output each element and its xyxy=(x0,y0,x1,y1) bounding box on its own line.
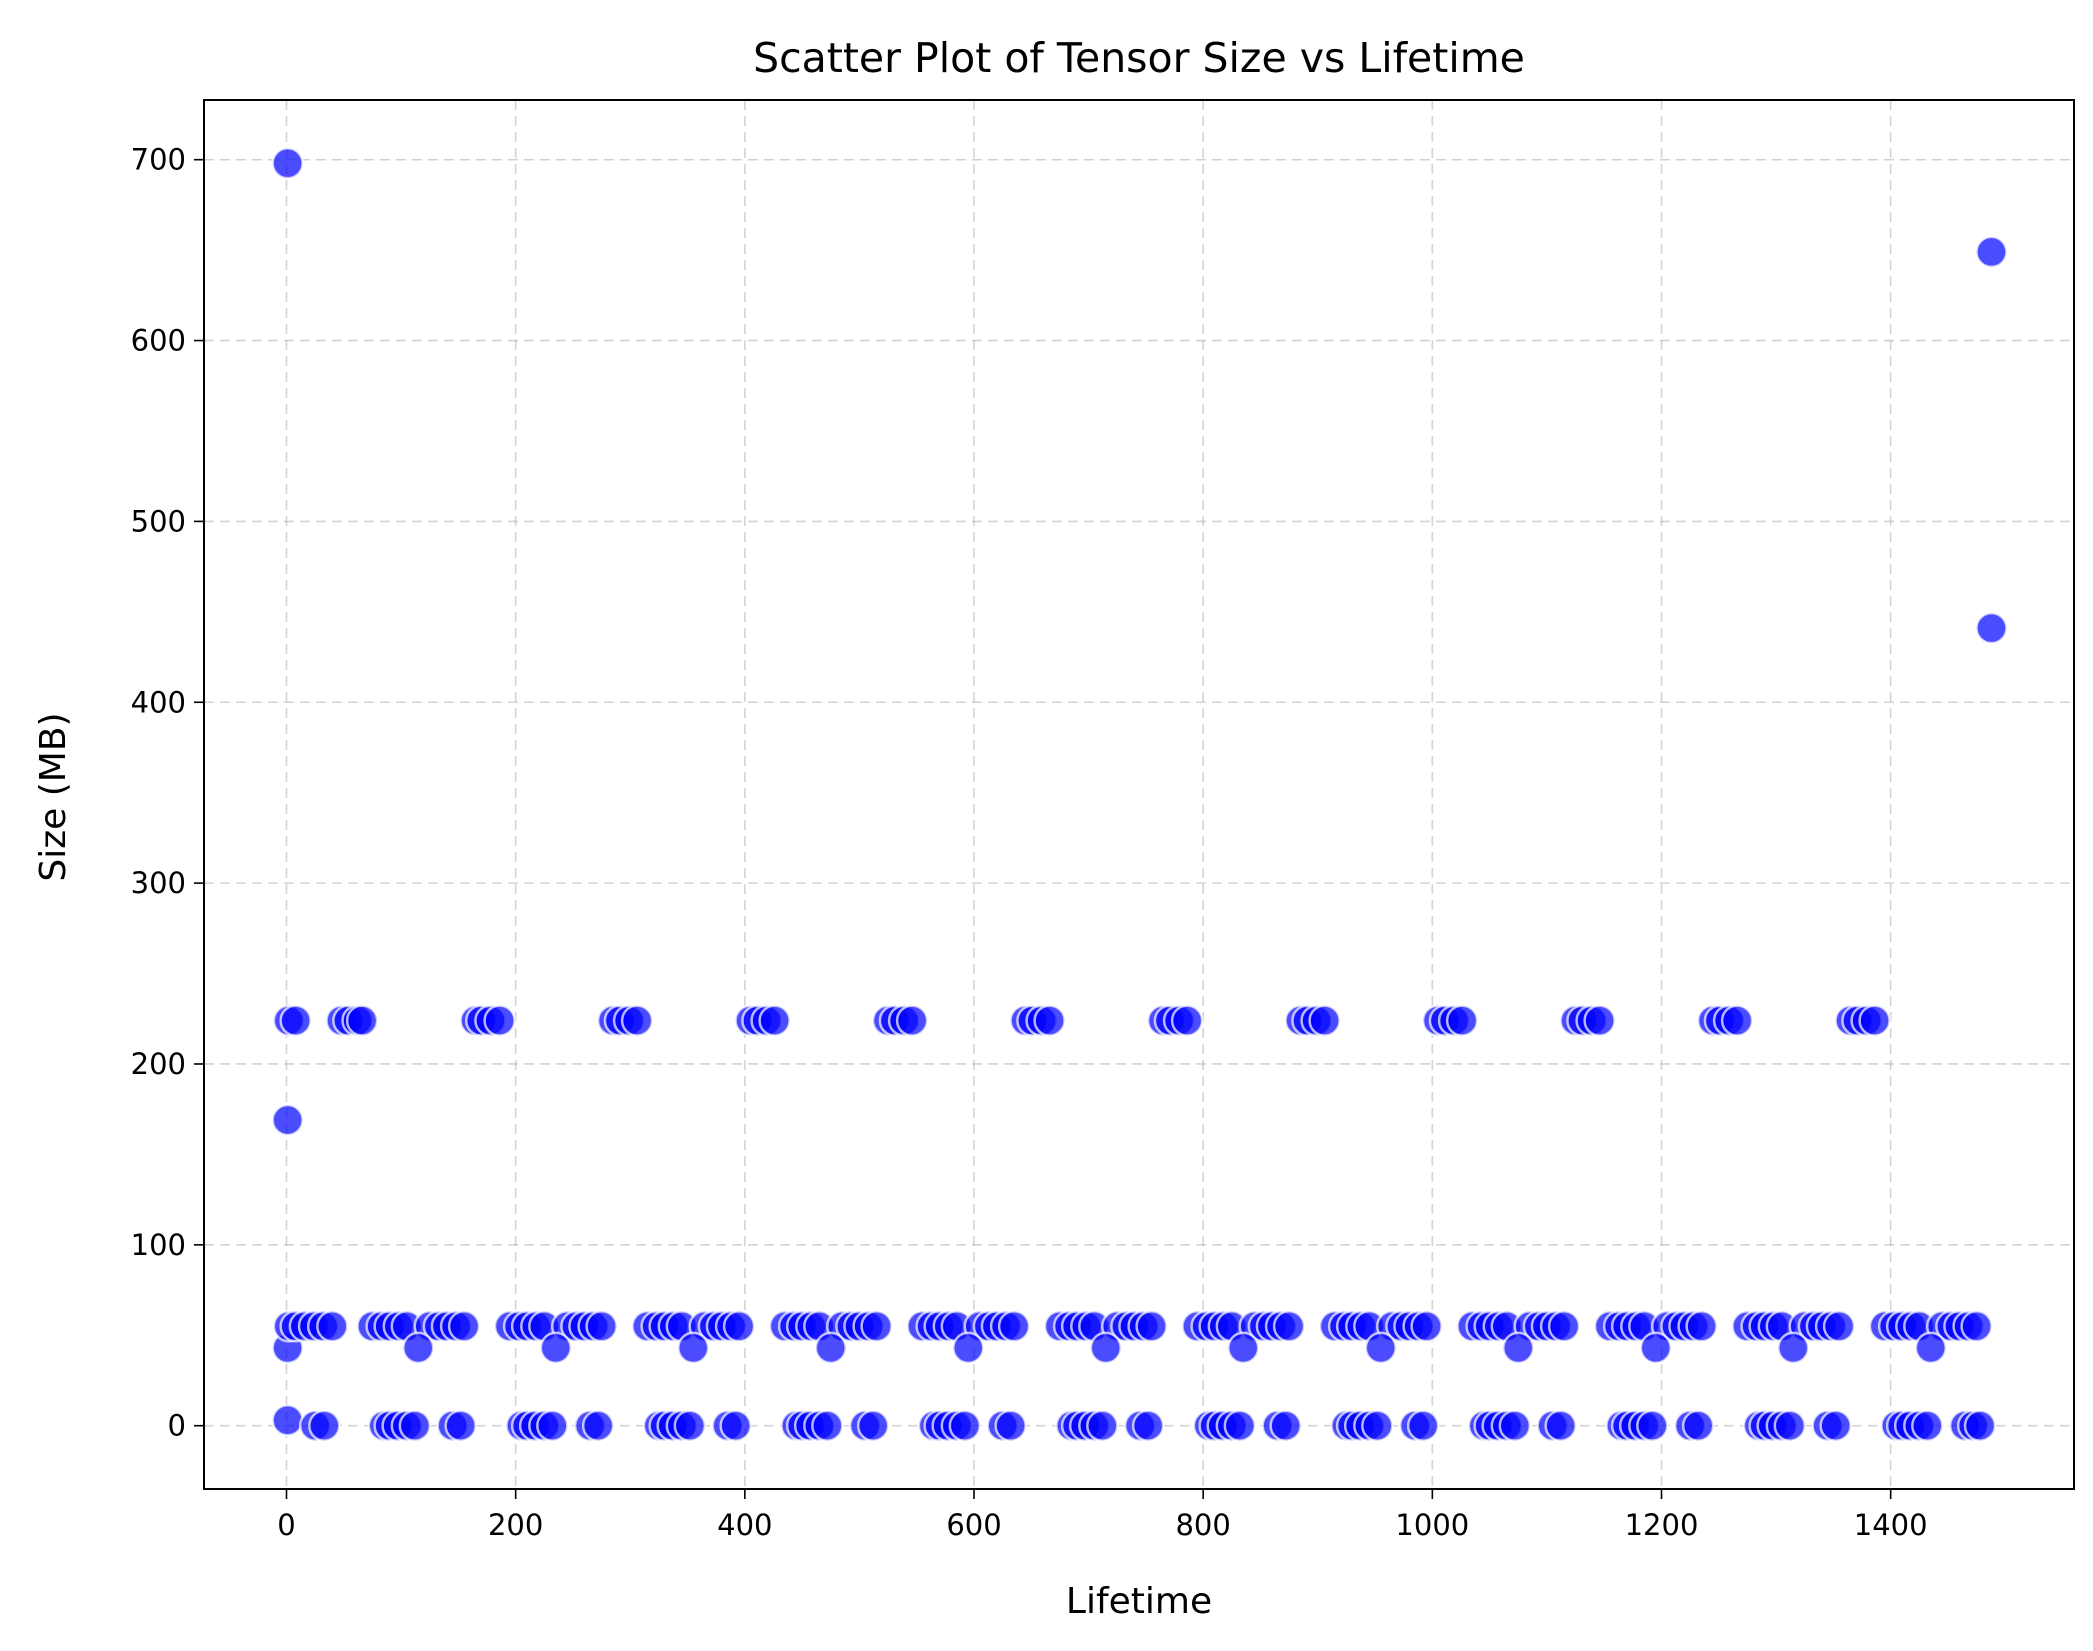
data-point xyxy=(811,1409,844,1442)
data-points xyxy=(271,147,2008,1442)
data-point xyxy=(895,1004,929,1037)
data-point xyxy=(536,1409,569,1442)
data-point xyxy=(279,1004,312,1037)
data-point xyxy=(271,1404,304,1437)
chart-title: Scatter Plot of Tensor Size vs Lifetime xyxy=(753,34,1525,82)
x-tick-label: 800 xyxy=(1175,1508,1230,1542)
data-point xyxy=(1308,1004,1341,1037)
data-point xyxy=(1963,1409,1997,1442)
data-point xyxy=(673,1409,707,1442)
data-point xyxy=(1502,1331,1535,1365)
data-point xyxy=(814,1331,848,1365)
data-point xyxy=(1636,1409,1669,1442)
data-point xyxy=(1086,1409,1119,1442)
data-point xyxy=(271,147,304,180)
data-point xyxy=(1131,1409,1165,1442)
data-point xyxy=(719,1409,752,1442)
data-point xyxy=(758,1004,791,1037)
y-tick-label: 100 xyxy=(131,1228,186,1262)
data-point xyxy=(1681,1409,1715,1442)
data-point xyxy=(1911,1409,1944,1442)
y-tick-label: 300 xyxy=(131,866,186,900)
y-tick-label: 600 xyxy=(131,324,186,358)
x-tick-label: 400 xyxy=(717,1508,772,1542)
data-point xyxy=(1361,1409,1394,1442)
data-point xyxy=(952,1331,985,1365)
data-point xyxy=(856,1409,890,1442)
data-point xyxy=(1685,1309,1718,1343)
x-axis-label: Lifetime xyxy=(1066,1581,1212,1622)
data-point xyxy=(1914,1331,1948,1365)
data-point xyxy=(1364,1331,1398,1365)
x-tick-label: 600 xyxy=(946,1508,1001,1542)
data-point xyxy=(585,1309,618,1343)
data-point xyxy=(860,1309,893,1343)
data-point xyxy=(1720,1004,1754,1037)
data-point xyxy=(345,1004,379,1037)
data-point xyxy=(1544,1409,1577,1442)
data-point xyxy=(1033,1004,1066,1037)
data-point xyxy=(997,1309,1031,1343)
data-point xyxy=(1223,1409,1257,1442)
x-tick-label: 1000 xyxy=(1395,1508,1469,1542)
y-tick-label: 0 xyxy=(168,1409,186,1443)
data-point xyxy=(1272,1309,1306,1343)
data-point xyxy=(1227,1331,1260,1365)
data-point xyxy=(1406,1409,1440,1442)
data-point xyxy=(620,1004,654,1037)
data-point xyxy=(316,1309,349,1343)
y-tick-label: 400 xyxy=(131,685,186,719)
data-point xyxy=(1777,1331,1810,1365)
data-point xyxy=(1639,1331,1673,1365)
data-point xyxy=(1960,1309,1993,1343)
y-tick-label: 500 xyxy=(131,504,186,538)
data-point xyxy=(1822,1309,1856,1343)
axis-ticks: 0 200 400 600 800 1000 1200 1400 0 100 200 300 400 50… xyxy=(131,143,1928,1542)
y-tick-label: 700 xyxy=(131,143,186,177)
y-tick-label: 200 xyxy=(131,1047,186,1081)
data-point xyxy=(308,1409,341,1442)
x-tick-label: 0 xyxy=(277,1508,295,1542)
data-point xyxy=(1858,1004,1891,1037)
data-point xyxy=(402,1331,435,1365)
data-point xyxy=(1819,1409,1852,1442)
plot-frame xyxy=(203,99,2075,1490)
data-point xyxy=(948,1409,982,1442)
data-point xyxy=(581,1409,615,1442)
data-point xyxy=(1445,1004,1479,1037)
data-point xyxy=(1089,1331,1123,1365)
data-point xyxy=(1773,1409,1807,1442)
data-point xyxy=(271,1103,304,1137)
data-point xyxy=(722,1309,756,1343)
data-point xyxy=(1975,235,2008,269)
x-tick-label: 200 xyxy=(488,1508,543,1542)
data-point xyxy=(447,1309,481,1343)
data-point xyxy=(1410,1309,1443,1343)
x-tick-label: 1400 xyxy=(1854,1508,1928,1542)
data-point xyxy=(1269,1409,1302,1442)
data-point xyxy=(444,1409,477,1442)
data-point xyxy=(1547,1309,1581,1343)
data-point xyxy=(677,1331,710,1365)
x-tick-label: 1200 xyxy=(1625,1508,1699,1542)
data-point xyxy=(1975,611,2008,645)
data-point xyxy=(1135,1309,1168,1343)
grid-lines xyxy=(204,100,2074,1489)
data-point xyxy=(483,1004,516,1037)
data-point xyxy=(398,1409,432,1442)
data-point xyxy=(994,1409,1027,1442)
data-point xyxy=(1498,1409,1532,1442)
data-point xyxy=(539,1331,573,1365)
data-point xyxy=(1170,1004,1204,1037)
y-axis-label: Size (MB) xyxy=(33,712,74,881)
data-point xyxy=(1583,1004,1616,1037)
